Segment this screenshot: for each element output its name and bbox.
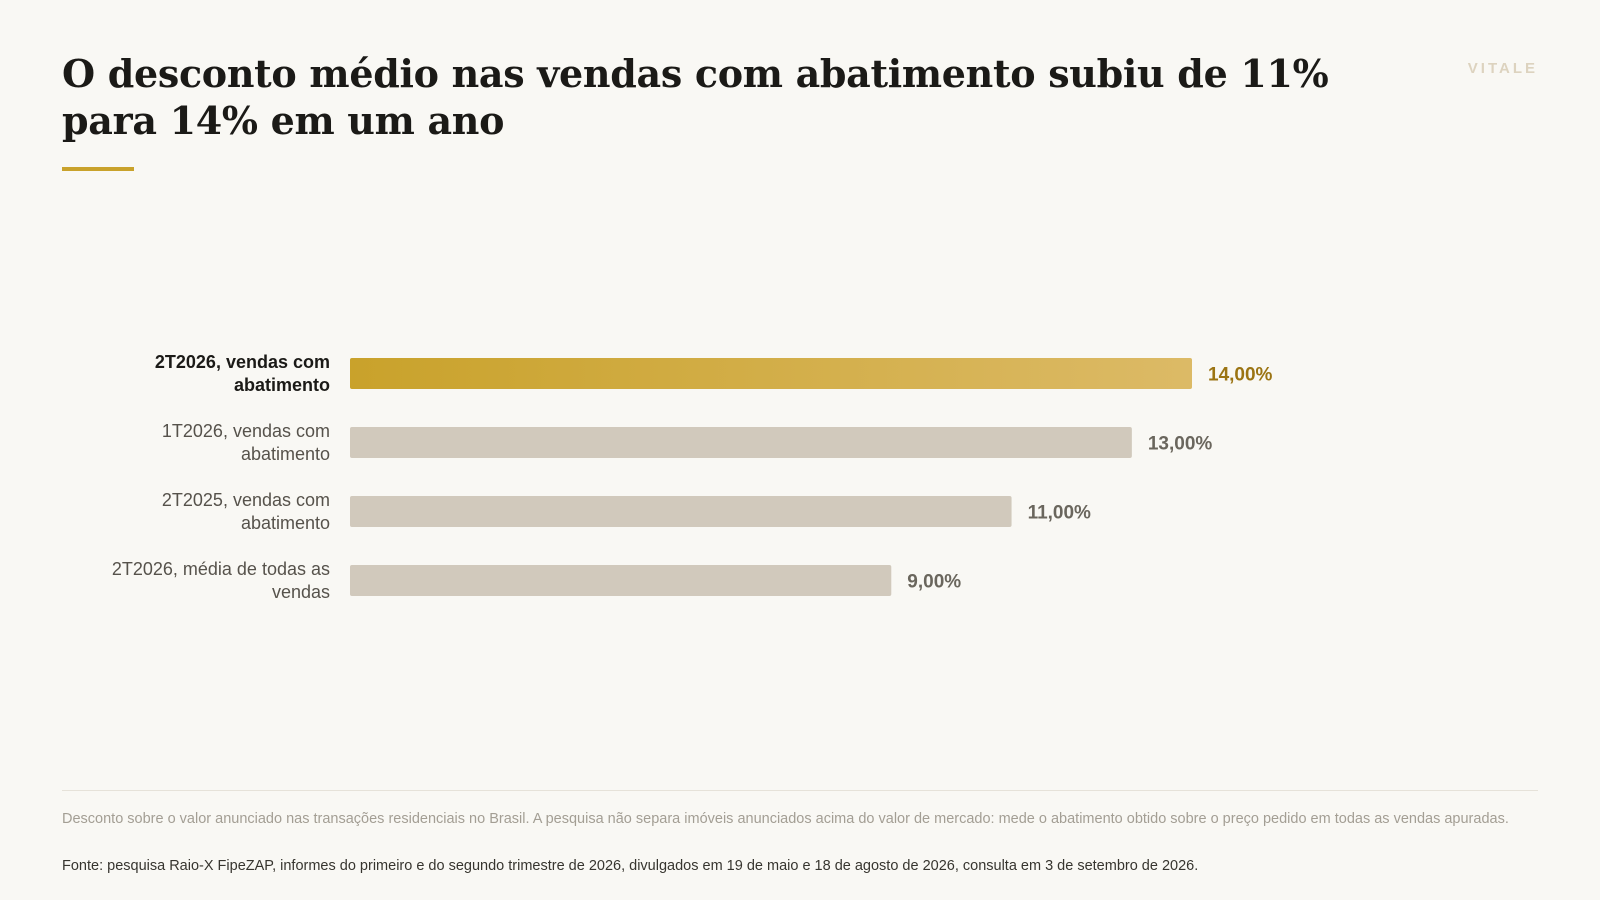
chart-title: O desconto médio nas vendas com abatimen… [62, 51, 1329, 143]
value-label-3: 9,00% [907, 572, 961, 593]
category-label-line: 2T2026, média de todas as [112, 559, 330, 579]
category-label-line: abatimento [234, 375, 330, 395]
category-label-line: vendas [272, 582, 330, 602]
footnote: Desconto sobre o valor anunciado nas tra… [62, 811, 1509, 827]
bar-3 [350, 565, 892, 596]
source-note: Fonte: pesquisa Raio-X FipeZAP, informes… [62, 858, 1199, 874]
category-label-3: 2T2026, média de todas as vendas [112, 559, 330, 602]
bar-1 [350, 427, 1132, 458]
category-label-0: 2T2026, vendas com abatimento [155, 352, 330, 395]
category-label-line: abatimento [241, 513, 330, 533]
value-label-0: 14,00% [1208, 365, 1273, 386]
value-label-1: 13,00% [1148, 434, 1213, 455]
footer-divider [62, 790, 1538, 791]
category-label-line: 2T2025, vendas com [162, 490, 330, 510]
category-label-line: abatimento [241, 444, 330, 464]
title-accent-rule [62, 167, 134, 171]
brand-logo: VITALE [1467, 60, 1538, 77]
category-label-2: 2T2025, vendas com abatimento [162, 490, 330, 533]
category-label-1: 1T2026, vendas com abatimento [162, 421, 330, 464]
value-label-2: 11,00% [1028, 503, 1091, 524]
bar-0 [350, 358, 1192, 389]
category-label-line: 1T2026, vendas com [162, 421, 330, 441]
category-label-line: 2T2026, vendas com [155, 352, 330, 372]
bar-2 [350, 496, 1012, 527]
